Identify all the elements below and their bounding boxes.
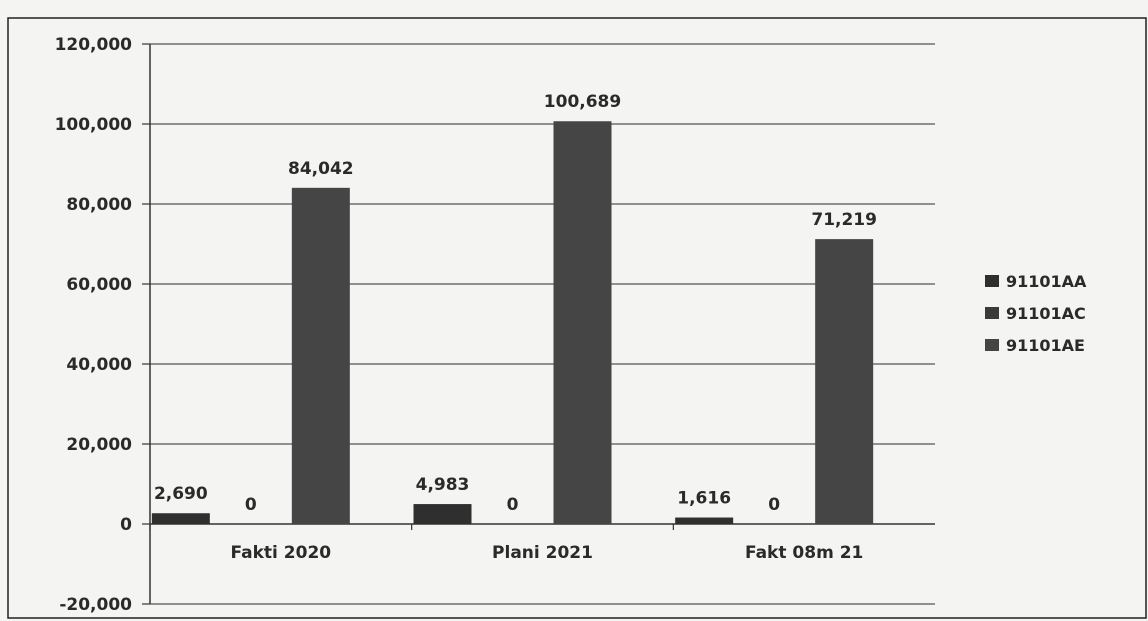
y-tick-label: 100,000 bbox=[55, 115, 133, 135]
category-label: Plani 2021 bbox=[492, 543, 593, 563]
gridlines bbox=[142, 43, 935, 605]
category-label: Fakt 08m 21 bbox=[745, 543, 863, 563]
data-label: 4,983 bbox=[416, 475, 470, 495]
data-label: 0 bbox=[768, 495, 780, 515]
legend-label: 91101AC bbox=[1006, 304, 1086, 323]
data-label: 2,690 bbox=[154, 484, 208, 504]
bars bbox=[151, 121, 874, 524]
bar bbox=[675, 517, 734, 524]
legend-label: 91101AE bbox=[1006, 336, 1085, 355]
legend-swatch bbox=[985, 307, 999, 319]
axes bbox=[149, 44, 935, 604]
bar bbox=[553, 121, 612, 524]
category-labels: Fakti 2020 Plani 2021 Fakt 08m 21 bbox=[149, 524, 863, 563]
legend-swatch bbox=[985, 275, 999, 287]
data-label: 71,219 bbox=[811, 210, 877, 230]
data-label: 84,042 bbox=[288, 159, 354, 179]
data-label: 0 bbox=[245, 495, 257, 515]
y-tick-label: 40,000 bbox=[66, 355, 132, 375]
legend: 91101AA 91101AC 91101AE bbox=[985, 272, 1087, 355]
bar bbox=[413, 504, 472, 524]
bar bbox=[151, 513, 210, 524]
bar bbox=[815, 239, 874, 524]
data-label: 100,689 bbox=[544, 92, 621, 112]
y-tick-label: -20,000 bbox=[59, 595, 132, 615]
y-tick-label: 20,000 bbox=[66, 435, 132, 455]
y-tick-label: 60,000 bbox=[66, 275, 132, 295]
bar bbox=[291, 187, 350, 524]
data-label: 0 bbox=[507, 495, 519, 515]
legend-label: 91101AA bbox=[1006, 272, 1087, 291]
y-tick-labels: 120,000 100,000 80,000 60,000 40,000 20,000 0 -… bbox=[55, 35, 133, 615]
category-label: Fakti 2020 bbox=[231, 543, 332, 563]
legend-swatch bbox=[985, 339, 999, 351]
y-tick-label: 80,000 bbox=[66, 195, 132, 215]
y-tick-label: 120,000 bbox=[55, 35, 133, 55]
data-label: 1,616 bbox=[677, 489, 731, 509]
data-labels: 2,690 0 84,042 4,983 0 100,689 1,616 0 71,219 bbox=[154, 92, 877, 515]
y-tick-label: 0 bbox=[120, 515, 132, 535]
chart-frame bbox=[7, 17, 1147, 619]
